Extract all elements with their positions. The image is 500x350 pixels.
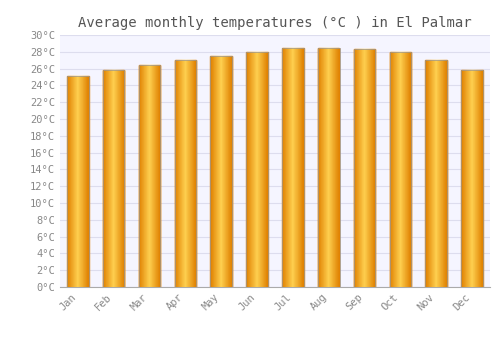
Bar	[174, 60, 196, 287]
Bar	[210, 56, 232, 287]
Bar	[318, 48, 340, 287]
Bar	[462, 70, 483, 287]
Bar	[282, 48, 304, 287]
Bar	[139, 65, 160, 287]
Bar	[67, 76, 88, 287]
Bar	[390, 52, 411, 287]
Bar	[246, 52, 268, 287]
Bar	[354, 49, 376, 287]
Bar	[103, 70, 124, 287]
Bar	[426, 60, 447, 287]
Title: Average monthly temperatures (°C ) in El Palmar: Average monthly temperatures (°C ) in El…	[78, 16, 472, 30]
